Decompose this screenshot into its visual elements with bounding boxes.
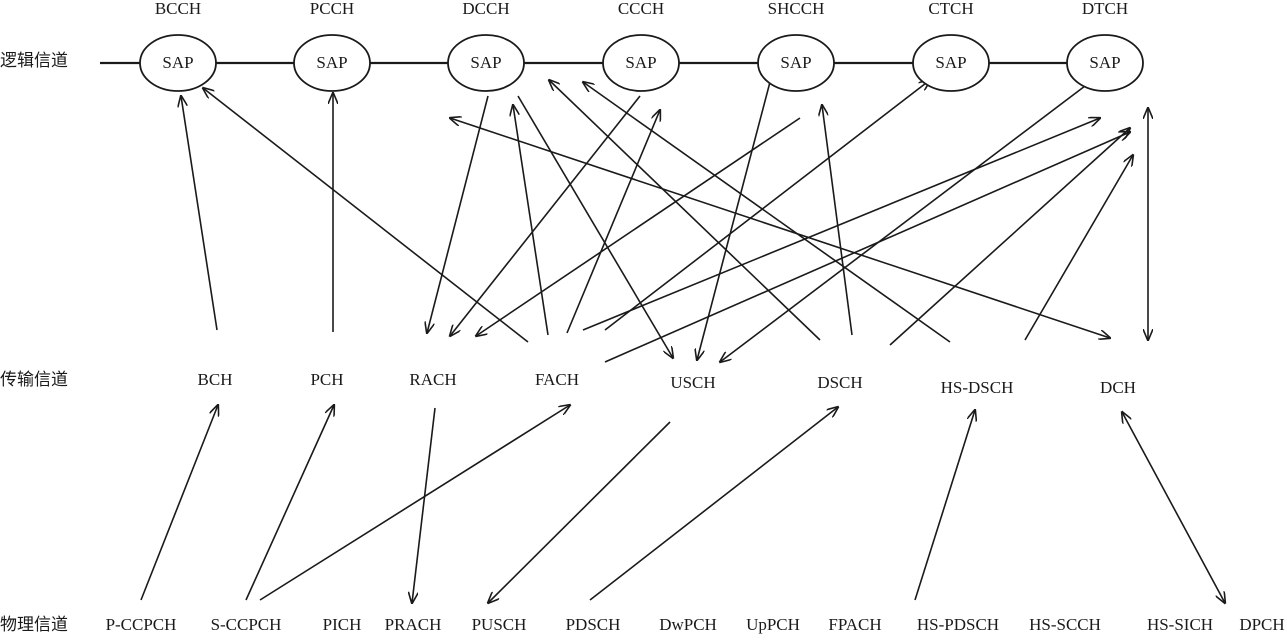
sap-label: SAP [625, 53, 656, 72]
transport-channel: BCH [198, 370, 233, 389]
sap-node [757, 34, 835, 92]
physical-channel: PRACH [385, 615, 442, 634]
physical-channel: PUSCH [472, 615, 527, 634]
physical-channel: S-CCPCH [211, 615, 282, 634]
physical-channel: UpPCH [746, 615, 800, 634]
sap-node [1066, 34, 1144, 92]
transport-channel: DSCH [817, 373, 862, 392]
sap-label: SAP [1089, 53, 1120, 72]
logical-channel: DCCH [462, 0, 509, 18]
row-label: 逻辑信道 [0, 51, 68, 70]
physical-channel: HS-SICH [1147, 615, 1213, 634]
logical-channel: DTCH [1082, 0, 1128, 18]
physical-channel: P-CCPCH [106, 615, 177, 634]
sap-label: SAP [935, 53, 966, 72]
sap-label: SAP [316, 53, 347, 72]
physical-channel: PDSCH [566, 615, 621, 634]
sap-node [602, 34, 680, 92]
physical-channel: DwPCH [659, 615, 717, 634]
sap-label: SAP [162, 53, 193, 72]
sap-node [447, 34, 525, 92]
row-label: 物理信道 [0, 615, 68, 634]
row-label: 传输信道 [0, 370, 68, 389]
transport-channel: FACH [535, 370, 579, 389]
transport-channel: RACH [409, 370, 456, 389]
transport-channel: DCH [1100, 378, 1136, 397]
transport-channel: PCH [310, 370, 343, 389]
physical-channel: PICH [323, 615, 362, 634]
logical-channel: BCCH [155, 0, 201, 18]
sap-node [912, 34, 990, 92]
physical-channel: DPCH [1239, 615, 1284, 634]
logical-channel: PCCH [310, 0, 354, 18]
logical-channel: CCCH [618, 0, 664, 18]
sap-label: SAP [780, 53, 811, 72]
transport-channel: HS-DSCH [941, 378, 1014, 397]
arrows [140, 80, 1225, 603]
physical-channel: HS-PDSCH [917, 615, 999, 634]
physical-channel: FPACH [828, 615, 881, 634]
physical-channel: HS-SCCH [1029, 615, 1101, 634]
sap-node [139, 34, 217, 92]
logical-channel: SHCCH [768, 0, 825, 18]
logical-channel: CTCH [928, 0, 973, 18]
transport-channel: USCH [670, 373, 715, 392]
sap-label: SAP [470, 53, 501, 72]
sap-node [293, 34, 371, 92]
